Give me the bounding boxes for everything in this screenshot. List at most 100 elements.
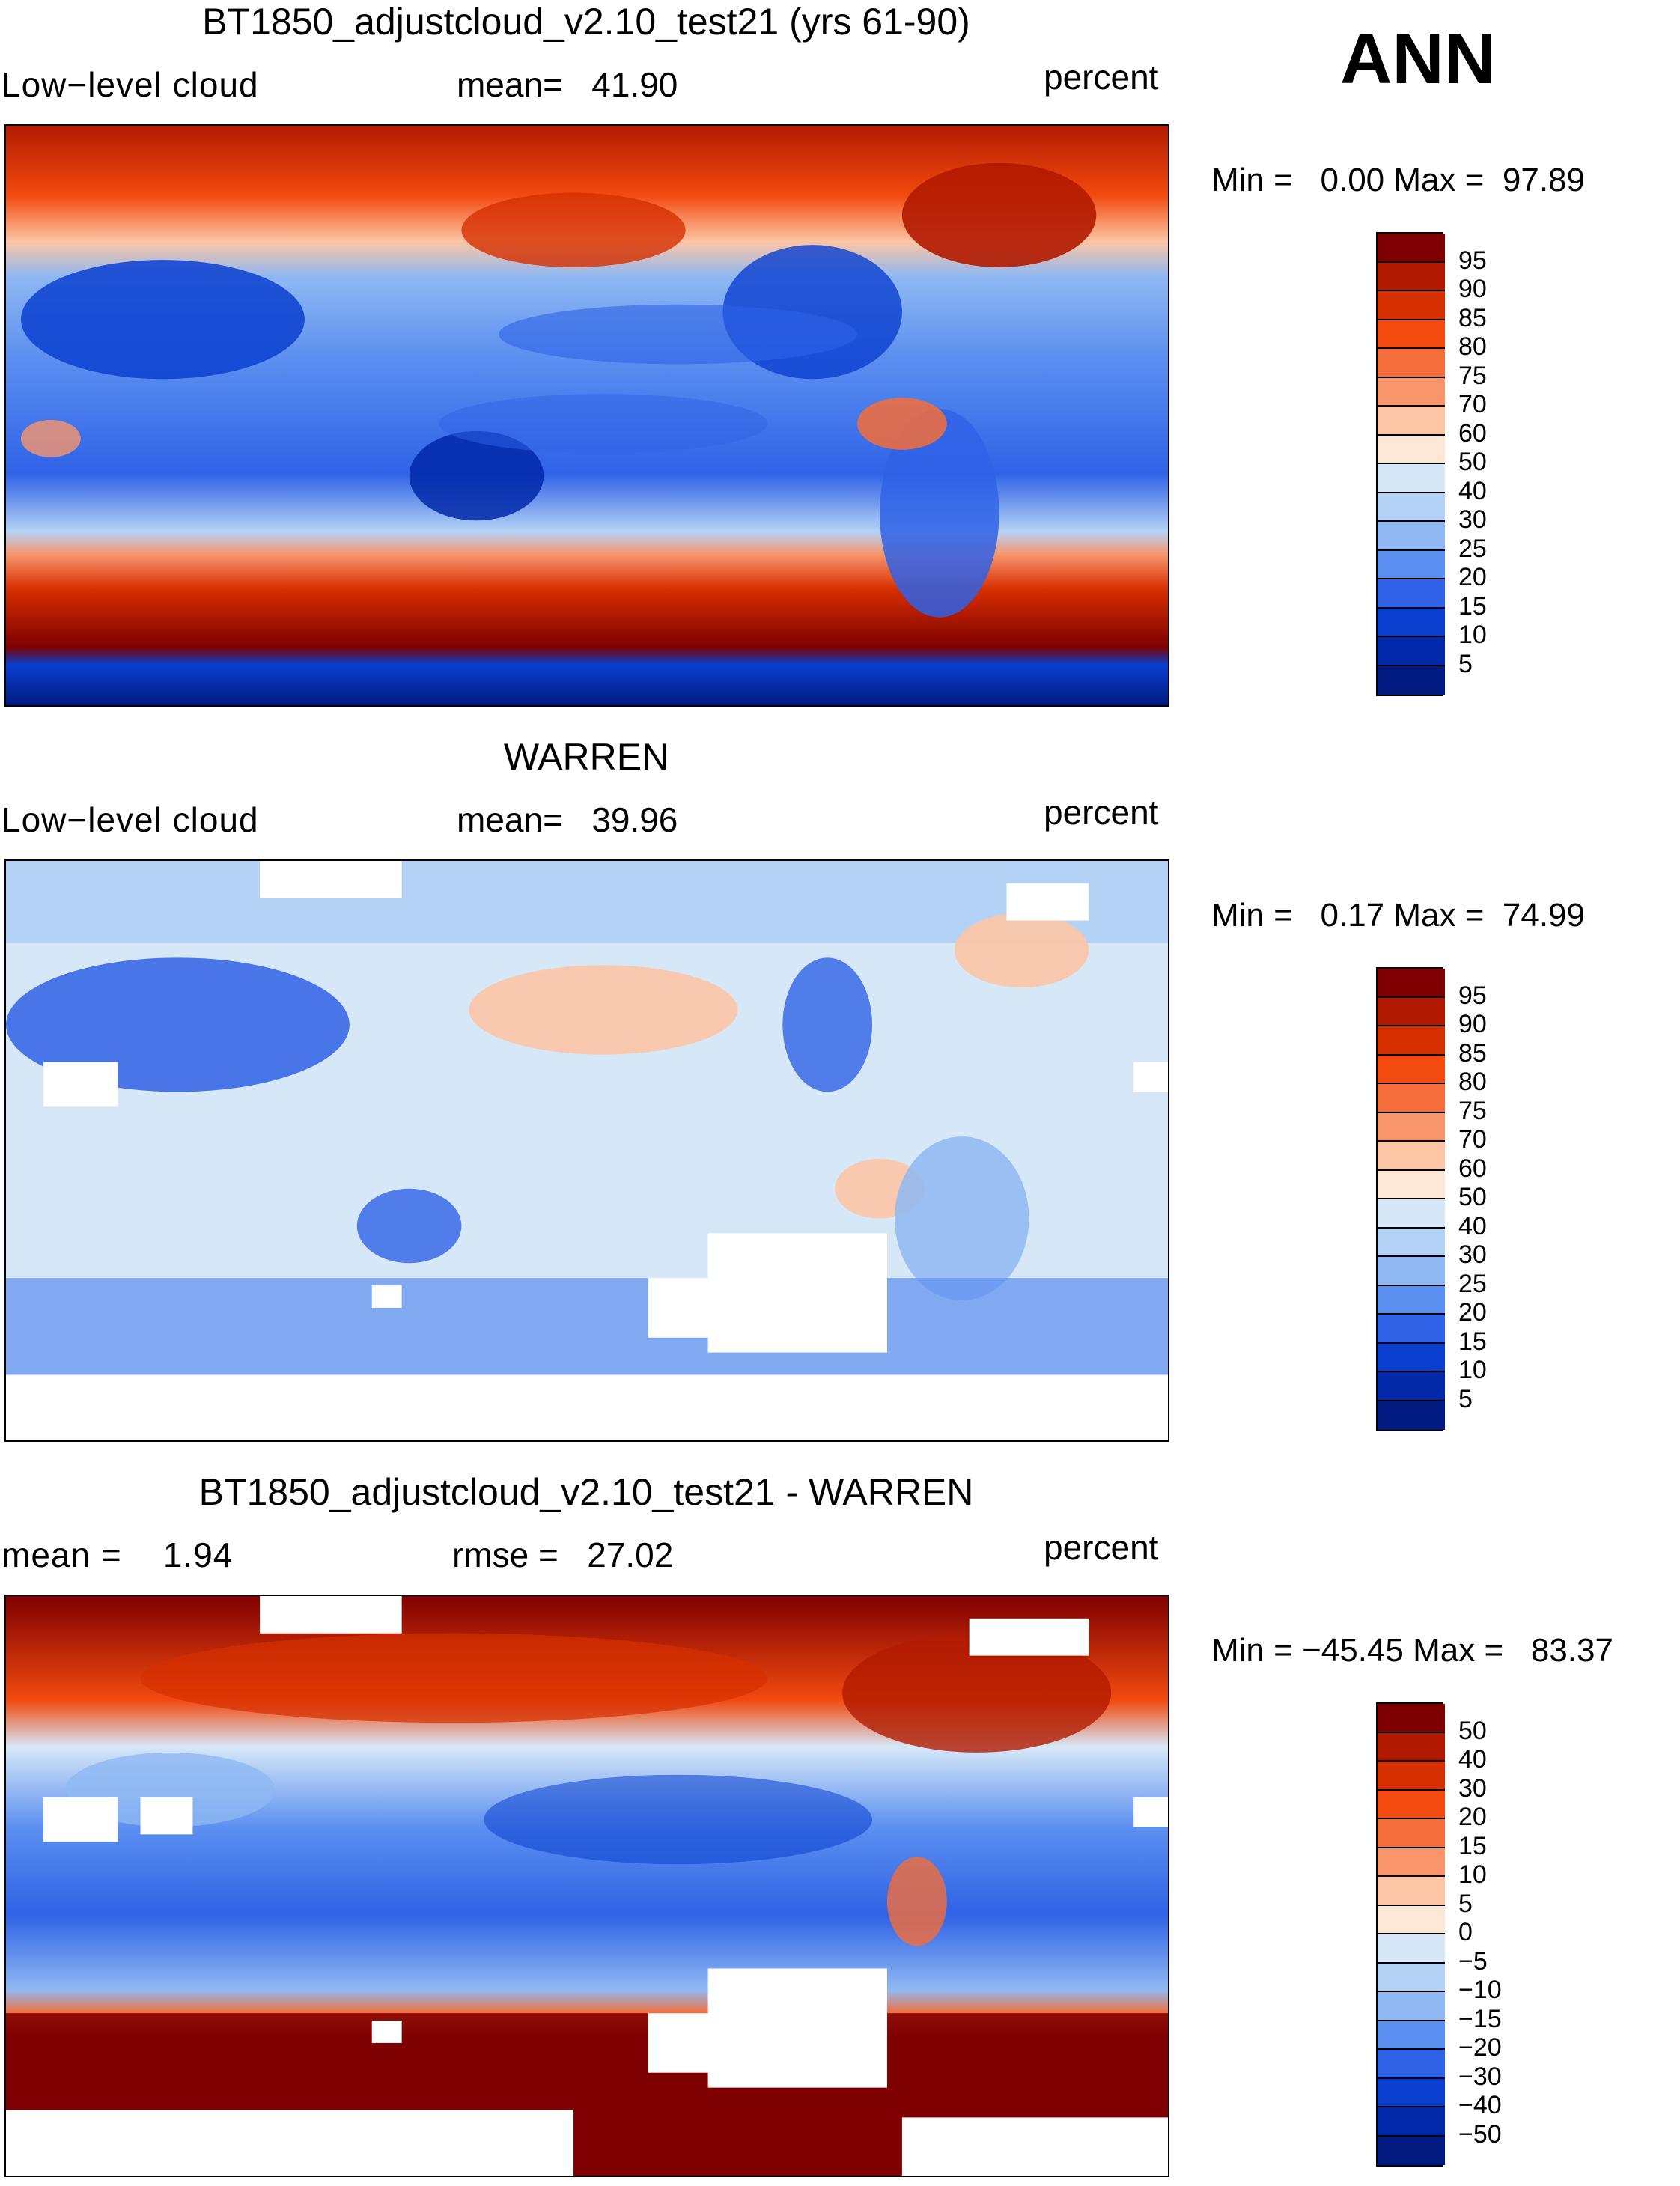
colorbar-swatch	[1378, 1905, 1445, 1934]
colorbar-tick-label: 25	[1458, 534, 1487, 563]
colorbar-tick-label: 20	[1458, 563, 1487, 591]
panel-difference: BT1850_adjustcloud_v2.10_test21 - WARREN…	[0, 1470, 1680, 2186]
colorbar-swatch	[1378, 407, 1445, 436]
colorbar-tick-label: −20	[1458, 2033, 1502, 2062]
colorbar-swatch	[1378, 1343, 1445, 1372]
colorbar-frame	[1376, 967, 1445, 1431]
colorbar-swatch	[1378, 666, 1445, 695]
colorbar	[1376, 967, 1445, 1431]
colorbar-swatch	[1378, 435, 1445, 464]
units-label: percent	[1044, 1528, 1159, 1567]
colorbar	[1376, 1702, 1445, 2167]
colorbar-swatch	[1378, 1790, 1445, 1819]
panel-observation: WARREN Low−level cloud mean= 39.96 perce…	[0, 735, 1680, 1469]
colorbar-frame	[1376, 232, 1445, 696]
colorbar-tick-label: 85	[1458, 1038, 1487, 1068]
colorbar-swatch	[1378, 1112, 1445, 1142]
colorbar-swatch	[1378, 1848, 1445, 1877]
panel-model: BT1850_adjustcloud_v2.10_test21 (yrs 61-…	[0, 0, 1680, 734]
colorbar-tick-label: 70	[1458, 390, 1487, 418]
colorbar-tick-label: 50	[1458, 448, 1487, 476]
colorbar-swatch	[1378, 2021, 1445, 2050]
colorbar-tick-label: 70	[1458, 1125, 1487, 1154]
colorbar-tick-label: 30	[1458, 505, 1487, 534]
diff-mean-stat: mean = 1.94	[1, 1535, 233, 1575]
colorbar-tick-label: 40	[1458, 476, 1487, 505]
map-canvas	[6, 1596, 1168, 2176]
colorbar-tick-label: 20	[1458, 1298, 1487, 1327]
map-canvas	[6, 861, 1168, 1440]
variable-label: Low−level cloud	[1, 65, 259, 104]
colorbar-swatch	[1378, 1055, 1445, 1084]
colorbar-tick-label: 75	[1458, 1096, 1487, 1125]
colorbar-swatch	[1378, 234, 1445, 263]
colorbar-tick-label: 40	[1458, 1745, 1487, 1774]
colorbar-swatch	[1378, 1401, 1445, 1430]
colorbar-swatch	[1378, 1084, 1445, 1113]
colorbar-swatch	[1378, 2078, 1445, 2107]
panel-title: WARREN	[503, 736, 669, 778]
colorbar-tick-label: 20	[1458, 1803, 1487, 1831]
colorbar-tick-label: 80	[1458, 332, 1487, 361]
colorbar-tick-label: −15	[1458, 2004, 1502, 2033]
colorbar-swatch	[1378, 1963, 1445, 1992]
colorbar-swatch	[1378, 522, 1445, 551]
colorbar-tick-label: 10	[1458, 1860, 1487, 1889]
colorbar-swatch	[1378, 550, 1445, 579]
colorbar-tick-label: 15	[1458, 1327, 1487, 1356]
colorbar-swatch	[1378, 969, 1445, 998]
colorbar-tick-label: 80	[1458, 1068, 1487, 1096]
colorbar-tick-label: 95	[1458, 246, 1487, 275]
colorbar-swatch	[1378, 2050, 1445, 2079]
colorbar-tick-label: 5	[1458, 1889, 1473, 1918]
colorbar-tick-label: 85	[1458, 303, 1487, 332]
colorbar-swatch	[1378, 1199, 1445, 1229]
season-label: ANN	[1340, 19, 1496, 99]
colorbar-tick-label: −5	[1458, 1946, 1488, 1976]
colorbar-swatch	[1378, 1762, 1445, 1791]
panel-title: BT1850_adjustcloud_v2.10_test21 (yrs 61-…	[202, 1, 970, 43]
colorbar-tick-label: 5	[1458, 1384, 1473, 1413]
panel-title: BT1850_adjustcloud_v2.10_test21 - WARREN	[198, 1471, 974, 1513]
colorbar-tick-label: 5	[1458, 649, 1473, 678]
min-max-readout: Min = 0.00 Max = 97.89	[1211, 162, 1585, 198]
colorbar-swatch	[1378, 1142, 1445, 1171]
colorbar-swatch	[1378, 1026, 1445, 1056]
colorbar-swatch	[1378, 1819, 1445, 1848]
units-label: percent	[1044, 793, 1159, 832]
colorbar-swatch	[1378, 320, 1445, 349]
colorbar-tick-label: 15	[1458, 1831, 1487, 1860]
colorbar-tick-label: 60	[1458, 1154, 1487, 1183]
colorbar-tick-label: 30	[1458, 1774, 1487, 1803]
map-difference	[4, 1595, 1169, 2177]
mean-label: mean =	[1, 1535, 122, 1574]
colorbar-swatch	[1378, 493, 1445, 522]
colorbar-swatch	[1378, 2136, 1445, 2165]
colorbar-tick-label: −40	[1458, 2091, 1502, 2119]
colorbar-tick-label: 60	[1458, 418, 1487, 448]
colorbar-tick-label: 15	[1458, 591, 1487, 621]
colorbar-tick-label: 10	[1458, 1356, 1487, 1384]
colorbar-tick-label: −10	[1458, 1976, 1502, 2004]
colorbar-tick-label: 25	[1458, 1269, 1487, 1298]
colorbar-tick-label: 40	[1458, 1211, 1487, 1240]
colorbar-swatch	[1378, 1877, 1445, 1906]
mean-stat: mean= 39.96	[457, 800, 678, 840]
colorbar-swatch	[1378, 2107, 1445, 2137]
mean-stat: mean= 41.90	[457, 64, 678, 105]
rmse-label: rmse =	[452, 1535, 559, 1574]
colorbar-swatch	[1378, 1228, 1445, 1257]
mean-label: mean=	[457, 65, 563, 104]
mean-value: 1.94	[162, 1535, 234, 1574]
map-model	[4, 124, 1169, 707]
min-max-readout: Min = 0.17 Max = 74.99	[1211, 897, 1585, 934]
colorbar-swatch	[1378, 377, 1445, 407]
colorbar-tick-label: −30	[1458, 2062, 1502, 2091]
colorbar-swatch	[1378, 637, 1445, 666]
colorbar-frame	[1376, 1702, 1445, 2167]
colorbar-swatch	[1378, 1285, 1445, 1315]
colorbar-swatch	[1378, 1372, 1445, 1401]
rmse-stat: rmse = 27.02	[452, 1535, 673, 1575]
colorbar-tick-label: 0	[1458, 1918, 1473, 1946]
colorbar-swatch	[1378, 349, 1445, 378]
